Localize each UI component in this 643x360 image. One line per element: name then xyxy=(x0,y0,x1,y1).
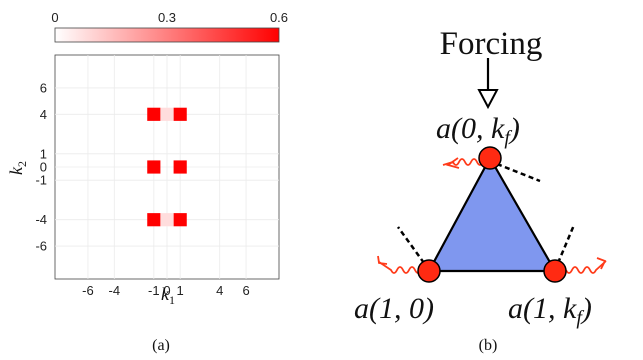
x-tick-label: 0 xyxy=(163,283,170,298)
node-label-top-var: k xyxy=(491,112,505,145)
colorbar-max-label: 0.6 xyxy=(270,10,288,25)
x-axis-label-base: k xyxy=(161,284,170,304)
x-tick-label: 4 xyxy=(216,283,223,298)
x-tick-label: 1 xyxy=(177,283,184,298)
caption-a: (a) xyxy=(152,337,170,354)
wavy-arrow-right xyxy=(565,257,607,274)
y-tick-label: -4 xyxy=(35,212,47,227)
node-left xyxy=(417,259,441,283)
x-tick-label: 6 xyxy=(242,283,249,298)
node-label-right: a(1, kf) xyxy=(508,292,592,329)
colorbar-mid-label: 0.3 xyxy=(158,10,176,25)
wavy-arrow-top xyxy=(442,157,484,169)
y-tick-label: 0 xyxy=(40,160,47,175)
colorbar xyxy=(54,27,280,43)
node-label-right-sub: f xyxy=(576,307,584,329)
node-label-top-prefix: a(0, xyxy=(436,112,491,145)
y-axis-ticks: 6 4 10-1 -4 -6 xyxy=(35,80,47,253)
y-tick-label: 4 xyxy=(40,107,47,122)
node-right xyxy=(543,259,567,283)
heatmap-cell xyxy=(173,160,187,174)
node-label-top-sub: f xyxy=(504,127,512,149)
y-tick-label: -6 xyxy=(35,239,47,254)
y-axis-label: k2 xyxy=(6,161,29,175)
x-axis-label-sub: 1 xyxy=(169,293,175,307)
node-label-top-suffix: ) xyxy=(508,112,520,145)
colorbar-min-label: 0 xyxy=(51,10,58,25)
x-tick-label: -1 xyxy=(148,283,160,298)
heatmap-cell xyxy=(160,213,174,227)
triad-triangle xyxy=(427,156,557,273)
dashed-link-right xyxy=(556,224,576,264)
wavy-arrow-left xyxy=(377,255,422,274)
heatmap-cell xyxy=(173,213,187,227)
dashed-link-left xyxy=(396,226,426,264)
heatmap-cell xyxy=(147,213,161,227)
heatmap-cells xyxy=(147,107,187,227)
forcing-label: Forcing xyxy=(440,26,543,62)
node-label-right-var: k xyxy=(563,292,577,325)
y-tick-label: 6 xyxy=(40,80,47,95)
node-label-right-prefix: a(1, xyxy=(508,292,563,325)
x-tick-label: -4 xyxy=(109,283,121,298)
node-label-right-suffix: ) xyxy=(580,292,592,325)
dashed-link-top xyxy=(496,162,541,183)
y-tick-label: 1 xyxy=(40,146,47,161)
panel-b: Forcing a(0, kf) a(1, 0) xyxy=(354,26,607,354)
heatmap-cell xyxy=(147,160,161,174)
y-tick-label: -1 xyxy=(35,173,47,188)
x-tick-label: -6 xyxy=(82,283,94,298)
node-label-top: a(0, kf) xyxy=(436,112,520,149)
y-axis-label-sub: 2 xyxy=(15,161,29,167)
heatmap-cell xyxy=(147,107,161,121)
node-top xyxy=(478,146,502,170)
caption-b: (b) xyxy=(479,337,498,354)
forcing-arrow-head xyxy=(477,89,499,110)
node-label-left: a(1, 0) xyxy=(354,292,434,325)
heatmap-cell xyxy=(173,107,187,121)
y-axis-label-base: k xyxy=(6,166,26,175)
heatmap-cell xyxy=(160,107,174,121)
x-axis-label: k1 xyxy=(161,284,175,307)
x-axis-ticks: -6 -4 -1 0 1 4 6 xyxy=(82,283,250,298)
